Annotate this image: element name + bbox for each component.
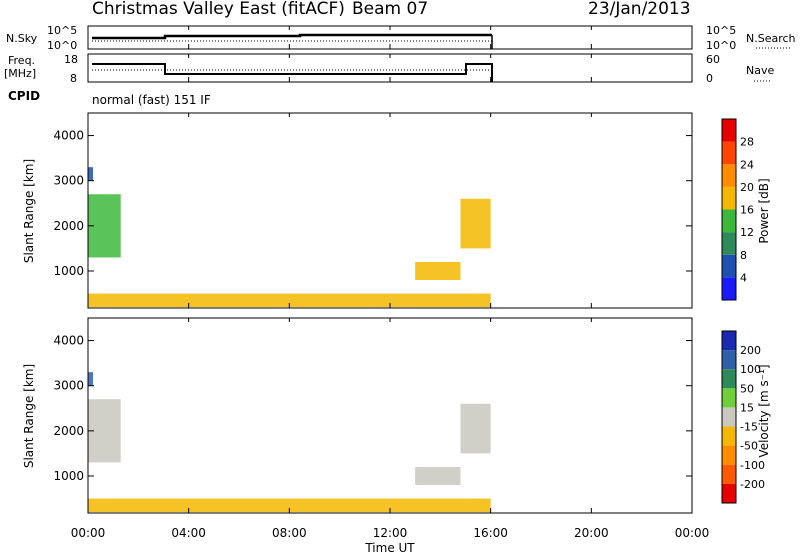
velocity-panel: 1000 2000 3000 4000 (53, 317, 693, 514)
freq-unit-label: [MHz] (4, 67, 36, 80)
power-colorbar-segment (722, 141, 736, 165)
velocity-colorbar: 200 100 50 15 -15 -50 -100 -200 (721, 330, 765, 504)
velocity-colorbar-tick: 100 (740, 363, 761, 376)
velocity-colorbar-tick: 15 (740, 401, 754, 414)
xtick-label: 04:00 (171, 526, 206, 540)
cpid-label: CPID (8, 89, 40, 103)
power-colorbar-segment (722, 164, 736, 187)
freq-tick-bottom: 8 (70, 72, 77, 85)
xtick-label: 00:00 (675, 526, 710, 540)
beam-label: Beam 07 (352, 0, 428, 19)
velocity-colorbar-segment (722, 407, 736, 427)
power-colorbar-label: Power [dB] (757, 178, 771, 243)
velocity-colorbar-label: Velocity [m s⁻¹] (757, 364, 771, 457)
velocity-colorbar-tick: -15 (740, 421, 758, 434)
velocity-colorbar-segment (722, 426, 736, 446)
velocity-colorbar-tick: -200 (740, 478, 765, 491)
plot-title: Christmas Valley East (fitACF) (92, 0, 345, 19)
velocity-ytick-label: 2000 (53, 424, 84, 438)
nsearch-tick-bottom: 10^0 (706, 39, 736, 52)
power-region-3 (415, 261, 461, 281)
power-colorbar-segment (722, 209, 736, 233)
velocity-region-1 (88, 372, 94, 386)
xtick-label: 08:00 (272, 526, 307, 540)
velocity-colorbar-tick: 50 (740, 382, 754, 395)
velocity-panel-frame (87, 317, 693, 514)
velocity-ytick-label: 3000 (53, 379, 84, 393)
power-colorbar-segment (722, 186, 736, 210)
power-colorbar-segment (722, 254, 736, 278)
nave-tick-top: 60 (706, 53, 720, 66)
power-colorbar-tick: 4 (740, 271, 747, 284)
xtick-label: 20:00 (574, 526, 609, 540)
power-ylabel: Slant Range [km] (22, 159, 36, 263)
power-colorbar-tick: 16 (740, 204, 754, 217)
freq-line (92, 63, 493, 82)
power-ytick-label: 1000 (53, 264, 84, 278)
velocity-colorbar-segment (722, 445, 736, 465)
velocity-colorbar-segment (722, 464, 736, 484)
power-region-1 (88, 167, 94, 181)
power-region-4 (460, 198, 491, 249)
xtick-label: 12:00 (373, 526, 408, 540)
velocity-colorbar-segment (722, 483, 736, 503)
velocity-ytick-label: 1000 (53, 469, 84, 483)
nsky-line (92, 33, 492, 40)
power-colorbar: 4 8 12 16 20 24 28 (721, 118, 754, 301)
date-label: 23/Jan/2013 (588, 0, 691, 19)
power-colorbar-segment (722, 277, 736, 300)
power-colorbar-tick: 24 (740, 158, 754, 171)
velocity-colorbar-tick: -100 (740, 459, 765, 472)
nave-tick-bottom: 0 (706, 72, 713, 85)
velocity-region-3 (415, 466, 461, 486)
nsky-label: N.Sky (6, 32, 38, 45)
velocity-colorbar-segment (722, 331, 736, 351)
velocity-colorbar-tick: 200 (740, 344, 761, 357)
power-colorbar-tick: 8 (740, 249, 747, 262)
power-colorbar-tick: 28 (740, 136, 754, 149)
nsky-tick-bottom: 10^0 (47, 39, 77, 52)
power-panel: 1000 2000 3000 4000 (53, 112, 693, 309)
nsearch-label: N.Search (746, 32, 796, 45)
velocity-colorbar-segment (722, 350, 736, 370)
mode-label: normal (fast) 151 IF (92, 93, 211, 107)
power-ytick-label: 2000 (53, 219, 84, 233)
velocity-region-4 (460, 403, 491, 454)
xtick-label: 00:00 (71, 526, 106, 540)
xtick-label: 16:00 (473, 526, 508, 540)
power-ytick-label: 4000 (53, 129, 84, 143)
nsearch-tick-top: 10^5 (706, 24, 736, 37)
power-colorbar-tick: 20 (740, 181, 754, 194)
freq-tick-top: 18 (64, 53, 78, 66)
velocity-colorbar-segment (722, 388, 736, 408)
power-ytick-label: 3000 (53, 174, 84, 188)
velocity-ylabel: Slant Range [km] (22, 364, 36, 468)
nave-label: Nave (746, 64, 774, 77)
power-colorbar-tick: 12 (740, 226, 754, 239)
velocity-colorbar-segment (722, 369, 736, 389)
power-colorbar-segment (722, 119, 736, 142)
x-axis-label: Time UT (364, 541, 415, 554)
power-colorbar-segment (722, 232, 736, 255)
power-panel-frame (87, 112, 693, 309)
nsky-tick-top: 10^5 (47, 24, 77, 37)
velocity-ytick-label: 4000 (53, 334, 84, 348)
velocity-colorbar-tick: -50 (740, 440, 758, 453)
freq-label: Freq. (8, 54, 35, 67)
